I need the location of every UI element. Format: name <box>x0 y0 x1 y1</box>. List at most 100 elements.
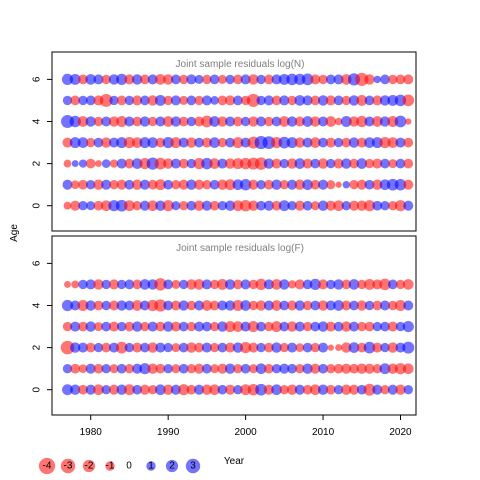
residual-bubble <box>69 137 81 149</box>
residual-bubble <box>85 116 96 127</box>
residual-bubble <box>271 364 282 374</box>
residual-bubble <box>326 279 336 290</box>
residual-bubble <box>302 342 313 353</box>
residual-bubble <box>163 279 174 290</box>
residual-bubble <box>186 158 197 169</box>
residual-bubble <box>178 384 190 396</box>
residual-bubble <box>310 179 321 190</box>
residual-bubble <box>264 363 274 374</box>
residual-bubble <box>147 321 158 332</box>
residual-bubble <box>248 342 259 353</box>
residual-bubble <box>162 137 174 149</box>
residual-bubble <box>240 279 251 290</box>
residual-bubble <box>85 384 96 395</box>
residual-bubble <box>302 95 313 106</box>
residual-bubble <box>186 384 197 395</box>
residual-bubble <box>271 384 282 396</box>
y-axis-title: Age <box>9 224 20 242</box>
residual-bubble <box>232 342 244 353</box>
residual-bubble <box>163 384 174 395</box>
residual-bubble <box>286 384 298 395</box>
residual-bubble <box>326 180 336 190</box>
residual-bubble <box>93 116 104 127</box>
residual-bubble <box>309 278 321 290</box>
residual-bubble <box>194 95 204 106</box>
residual-bubble <box>108 116 120 127</box>
residual-bubble <box>255 363 267 375</box>
residual-bubble <box>271 200 282 211</box>
residual-bubble <box>155 74 166 85</box>
legend-bubble <box>60 458 76 474</box>
residual-bubble <box>93 74 104 85</box>
residual-bubble <box>248 74 259 85</box>
residual-bubble <box>109 95 119 106</box>
residual-bubble <box>155 116 166 127</box>
residual-bubble <box>109 180 119 190</box>
residual-bubble <box>325 200 336 211</box>
residual-bubble <box>279 321 290 332</box>
residual-bubble <box>170 116 182 127</box>
residual-bubble <box>101 279 111 290</box>
residual-bubble <box>216 278 228 290</box>
residual-bubble <box>318 342 329 353</box>
legend-label: -4 <box>43 461 52 472</box>
residual-bubble <box>388 74 398 85</box>
residual-bubble <box>357 279 367 290</box>
residual-bubble <box>295 364 305 374</box>
residual-bubble <box>77 116 89 127</box>
residual-bubble <box>325 74 336 85</box>
residual-bubble <box>108 300 120 311</box>
residual-bubble <box>124 300 135 311</box>
residual-bubble <box>263 200 274 211</box>
residual-bubble <box>186 279 197 290</box>
residual-bubble <box>123 137 135 149</box>
residual-bubble <box>371 116 383 127</box>
residual-bubble <box>395 300 406 311</box>
residual-bubble <box>70 342 81 353</box>
residual-bubble <box>217 201 228 211</box>
residual-bubble <box>131 137 143 148</box>
residual-bubble <box>201 300 213 311</box>
residual-bubble <box>402 279 414 290</box>
residual-bubble <box>71 280 80 289</box>
residual-bubble <box>333 137 344 148</box>
residual-bubble <box>271 342 282 353</box>
residual-bubble <box>194 300 205 311</box>
residual-bubble <box>371 137 383 149</box>
residual-bubble <box>124 342 135 353</box>
residual-bubble <box>201 384 213 395</box>
residual-bubble <box>217 363 228 374</box>
legend-bubble <box>165 459 179 473</box>
residual-bubble <box>163 179 174 190</box>
residual-bubble <box>279 363 290 374</box>
residual-bubble <box>364 95 375 106</box>
residual-bubble <box>271 179 282 190</box>
residual-bubble <box>154 179 166 191</box>
residual-bubble <box>310 116 321 127</box>
residual-bubble <box>256 180 266 190</box>
residual-bubble <box>93 322 104 332</box>
residual-bubble <box>132 116 143 127</box>
x-tick-label: 2000 <box>234 427 257 438</box>
residual-bubble <box>271 95 282 106</box>
residual-bubble <box>217 74 227 84</box>
residual-bubble <box>364 137 375 148</box>
residual-bubble <box>263 384 274 395</box>
residual-bubble <box>179 95 189 105</box>
residual-bubble <box>395 279 406 290</box>
residual-bubble <box>363 383 376 396</box>
residual-bubble <box>356 158 368 169</box>
residual-bubble <box>294 179 305 190</box>
residual-bubble <box>340 116 352 127</box>
residual-bubble <box>140 342 150 353</box>
residual-bubble <box>62 137 73 148</box>
residual-bubble <box>171 279 181 289</box>
residual-bubble <box>139 300 150 311</box>
residual-bubble <box>186 74 197 85</box>
residual-bubble <box>163 364 173 374</box>
residual-bubble <box>124 116 135 127</box>
residual-bubble <box>327 344 334 351</box>
residual-bubble <box>240 300 251 311</box>
residual-bubble <box>124 74 135 85</box>
